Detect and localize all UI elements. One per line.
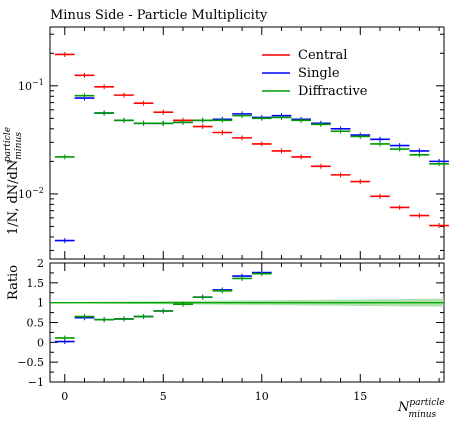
main-plot-frame	[49, 26, 445, 260]
x-axis-label: Nparticle minus	[397, 398, 445, 420]
ratio-plot-frame	[49, 262, 445, 383]
ratio-y-tick-label: 0.5	[27, 317, 45, 330]
main-y-tick-label: 10−1	[18, 78, 44, 93]
ratio-data-series	[50, 270, 444, 345]
x-tick-label: 15	[353, 390, 367, 403]
x-label-sub: minus	[409, 410, 437, 420]
main-y-axis-label: 1/N, dN/dNminusparticle	[3, 127, 24, 235]
ratio-y-tick-label: −0.5	[17, 356, 44, 369]
legend-label-single: Single	[298, 66, 340, 81]
x-label-sup: particle	[409, 398, 444, 408]
legend: Central Single Diffractive	[262, 48, 368, 99]
ratio-axes: −1 −0.5 0 0.5 1 1.5 2 0 5 10 15	[17, 257, 444, 403]
main-y-tick-label: 10−2	[18, 186, 44, 201]
ratio-y-axis-label: Ratio	[6, 265, 21, 300]
ratio-y-tick-label: 0	[37, 336, 44, 349]
main-y-label-text: 1/N, dN/dN	[6, 160, 21, 235]
chart-title: Minus Side - Particle Multiplicity	[50, 8, 268, 23]
ratio-y-tick-label: 2	[37, 257, 44, 270]
ratio-y-tick-label: 1	[37, 297, 44, 310]
x-tick-label: 5	[160, 390, 167, 403]
ratio-y-tick-label: −1	[28, 376, 44, 389]
ratio-y-tick-label: 1.5	[27, 277, 45, 290]
legend-label-central: Central	[298, 48, 347, 63]
main-data-series	[54, 51, 449, 244]
x-tick-label: 0	[61, 390, 68, 403]
x-label-text: N	[397, 400, 410, 415]
main-y-label-sup: particle	[3, 127, 13, 162]
x-tick-label: 10	[255, 390, 269, 403]
main-y-label-sub: minus	[14, 132, 24, 160]
main-y-axis: 10−2 10−1	[18, 27, 444, 259]
legend-label-diffractive: Diffractive	[298, 84, 368, 99]
